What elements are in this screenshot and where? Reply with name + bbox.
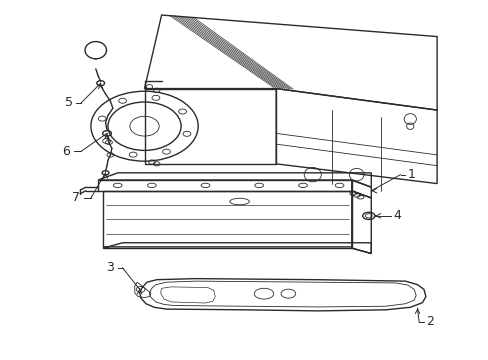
Text: 2: 2 bbox=[425, 315, 433, 328]
Text: 7: 7 bbox=[72, 192, 80, 204]
Text: 5: 5 bbox=[65, 96, 73, 109]
Text: 6: 6 bbox=[62, 145, 70, 158]
Text: 4: 4 bbox=[392, 210, 400, 222]
Text: 3: 3 bbox=[106, 261, 114, 274]
Text: 1: 1 bbox=[407, 168, 415, 181]
